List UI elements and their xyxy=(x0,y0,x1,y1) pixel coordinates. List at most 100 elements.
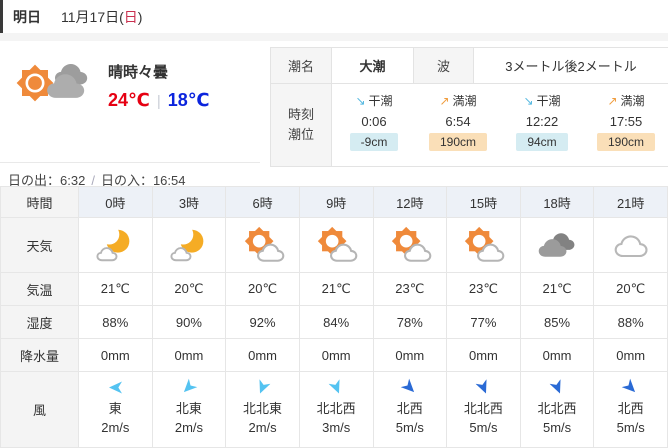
wind-speed: 2m/s xyxy=(174,420,204,435)
wind-arrow xyxy=(549,379,566,396)
tide-level-badge: 94cm xyxy=(516,133,568,151)
wind-direction: 北北西 xyxy=(537,401,577,417)
wind-cell: 北東 2m/s xyxy=(151,371,227,448)
tide-time: 6:54 xyxy=(445,114,471,129)
wind-direction: 東 xyxy=(108,401,122,417)
table-row-temp: 気温 21℃ 20℃ 20℃ 21℃ 23℃ 23℃ 21℃ 20℃ xyxy=(0,272,668,306)
weather-icon xyxy=(93,226,137,264)
wind-speed: 5m/s xyxy=(469,420,498,435)
precip-cell: 0mm xyxy=(151,338,227,372)
humidity-cell: 85% xyxy=(519,305,595,339)
row-label-weather: 天気 xyxy=(0,217,79,273)
wind-speed: 2m/s xyxy=(248,420,277,435)
weather-icon xyxy=(241,226,285,264)
humidity-cell: 92% xyxy=(225,305,300,339)
wind-arrow xyxy=(109,381,122,394)
tide-time: 0:06 xyxy=(361,114,387,129)
date-weekday: 日 xyxy=(123,8,138,25)
sunrise-sunset: 日の出：6:32/日の入：16:54 xyxy=(0,162,260,189)
tide-trend-arrow: ↗ xyxy=(439,94,450,108)
precip-cell: 0mm xyxy=(78,338,153,372)
weather-cell xyxy=(372,217,448,273)
sunrise-text: 日の出：6:32 xyxy=(8,173,86,188)
weather-icon xyxy=(388,226,432,264)
tide-entry: ↗ 満潮 6:54 190cm xyxy=(416,84,500,166)
wind-cell: 北西 5m/s xyxy=(372,371,448,448)
table-row-weather: 天気 xyxy=(0,217,668,273)
temp-cell: 20℃ xyxy=(225,272,300,306)
low-temp: 18℃ xyxy=(167,90,210,110)
wind-direction: 北西 xyxy=(396,401,423,417)
tide-trend-arrow: ↘ xyxy=(523,94,534,108)
temp-cell: 21℃ xyxy=(519,272,595,306)
weather-cell xyxy=(151,217,227,273)
wind-speed: 3m/s xyxy=(322,420,351,435)
temp-cell: 21℃ xyxy=(78,272,153,306)
humidity-cell: 78% xyxy=(372,305,448,339)
temp-cell: 23℃ xyxy=(372,272,448,306)
hour-header: 9時 xyxy=(298,186,374,218)
temp-cell: 21℃ xyxy=(298,272,374,306)
hourly-forecast-table: 時間 0時 3時 6時 9時 12時 15時 18時 21時 天気 気温 21℃… xyxy=(0,186,668,448)
hour-header: 3時 xyxy=(151,186,227,218)
wind-arrow xyxy=(328,379,345,396)
temp-cell: 20℃ xyxy=(151,272,227,306)
weather-icon xyxy=(167,226,211,264)
table-row-time: 時間 0時 3時 6時 9時 12時 15時 18時 21時 xyxy=(0,186,668,218)
table-row-humidity: 湿度 88% 90% 92% 84% 78% 77% 85% 88% xyxy=(0,305,668,339)
wind-speed: 5m/s xyxy=(616,420,645,435)
high-temp: 24℃ xyxy=(108,90,150,110)
wind-direction: 北東 xyxy=(175,401,202,417)
tide-trend-arrow: ↘ xyxy=(355,94,366,108)
precip-cell: 0mm xyxy=(519,338,595,372)
wind-arrow xyxy=(254,379,271,396)
precip-cell: 0mm xyxy=(225,338,300,372)
tide-level-badge: -9cm xyxy=(349,133,399,151)
table-row-wind: 風 東 2m/s 北東 2m/s 北北東 2m/s 北北西 3m/s 北西 5m/s 北北… xyxy=(0,371,668,448)
weather-icon xyxy=(314,226,358,264)
wave-label: 波 xyxy=(414,48,474,83)
wind-speed: 5m/s xyxy=(395,420,424,435)
tide-level-badge: 190cm xyxy=(428,133,488,151)
weather-icon xyxy=(535,226,579,264)
tide-name-label: 潮名 xyxy=(271,48,332,83)
weather-cell xyxy=(519,217,595,273)
hour-header: 6時 xyxy=(225,186,300,218)
tab-tomorrow[interactable]: 明日 xyxy=(13,8,41,25)
tide-time: 12:22 xyxy=(525,114,559,129)
tide-entry: ↗ 満潮 17:55 190cm xyxy=(584,84,668,166)
wind-direction: 北北東 xyxy=(243,401,283,417)
table-row-precip: 降水量 0mm 0mm 0mm 0mm 0mm 0mm 0mm 0mm xyxy=(0,338,668,372)
precip-cell: 0mm xyxy=(298,338,374,372)
wind-cell: 北北西 5m/s xyxy=(519,371,595,448)
precip-cell: 0mm xyxy=(593,338,668,372)
hour-header: 15時 xyxy=(446,186,521,218)
temp-divider: | xyxy=(156,93,161,110)
temperature-range: 24℃ | 18℃ xyxy=(108,90,210,111)
humidity-cell: 90% xyxy=(151,305,227,339)
tide-trend-arrow: ↗ xyxy=(607,94,618,108)
sun-cloud-icon xyxy=(8,54,100,114)
weather-icon xyxy=(609,226,653,264)
hour-header: 18時 xyxy=(519,186,595,218)
tide-entry: ↘ 干潮 0:06 -9cm xyxy=(332,84,416,166)
sunset-text: 日の入：16:54 xyxy=(100,173,186,188)
row-label-precip: 降水量 xyxy=(0,338,79,372)
weather-cell xyxy=(593,217,668,273)
wind-direction: 北北西 xyxy=(316,401,356,417)
wind-arrow xyxy=(401,378,419,396)
tide-table: 潮名 大潮 波 3メートル後2メートル 時刻 潮位 ↘ 干潮 0:06 -9cm ↗… xyxy=(270,47,668,167)
wind-cell: 北西 5m/s xyxy=(593,371,668,448)
precip-cell: 0mm xyxy=(372,338,448,372)
wind-cell: 東 2m/s xyxy=(78,371,153,448)
wave-value: 3メートル後2メートル xyxy=(505,59,637,74)
wind-arrow xyxy=(621,378,639,396)
weather-summary: 晴時々曇 24℃ | 18℃ 日の出：6:32/日の入：16:54 xyxy=(0,41,270,189)
wind-cell: 北北西 3m/s xyxy=(298,371,374,448)
tide-level-badge: 190cm xyxy=(596,133,656,151)
humidity-cell: 77% xyxy=(446,305,521,339)
row-label-time: 時間 xyxy=(0,186,79,218)
tide-entry: ↘ 干潮 12:22 94cm xyxy=(500,84,584,166)
temp-cell: 23℃ xyxy=(446,272,521,306)
humidity-cell: 88% xyxy=(593,305,668,339)
